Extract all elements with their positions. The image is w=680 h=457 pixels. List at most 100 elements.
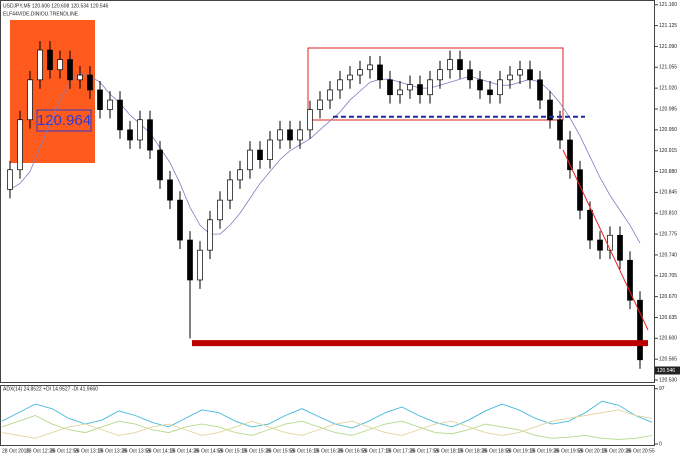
candle-body [637, 299, 643, 361]
candle-body [297, 129, 303, 141]
x-tick-label: 28 Oct 16:35 [314, 448, 343, 454]
x-tick-label: 28 Oct 19:35 [530, 448, 559, 454]
indicator-line [1, 409, 653, 439]
candle-body [227, 179, 233, 201]
x-tick-label: 28 Oct 12:55 [50, 448, 79, 454]
candle-body [237, 169, 243, 181]
candle-body [197, 249, 203, 281]
candle-body [487, 89, 493, 96]
candle-body [67, 59, 73, 81]
x-tick-label: 28 Oct 16:55 [338, 448, 367, 454]
candle-body [277, 129, 283, 141]
candle-body [617, 234, 623, 261]
sub-title: ADX(14) 24.8522 +DI 14.9527 -DI 41.9660 [3, 386, 98, 392]
candle-body [387, 79, 393, 96]
y-tick-label: 120.845 [659, 190, 677, 196]
candle-body [367, 64, 373, 71]
candle-body [357, 69, 363, 76]
candle-body [467, 69, 473, 81]
y-tick-label: 120.565 [659, 357, 677, 363]
y-tick-label: 120.915 [659, 148, 677, 154]
candle-body [537, 79, 543, 101]
y-tick-label: 120.880 [659, 169, 677, 175]
x-tick-label: 28 Oct 18:15 [434, 448, 463, 454]
y-tick-label: 121.125 [659, 23, 677, 29]
trend-line [562, 149, 649, 331]
candle-body [337, 79, 343, 91]
y-tick-label: 120.985 [659, 106, 677, 112]
candle-body [407, 84, 413, 91]
candle-body [157, 149, 163, 181]
y-tick-label: 121.020 [659, 85, 677, 91]
y-tick-label: 120.810 [659, 211, 677, 217]
candle-body [257, 149, 263, 160]
candle-body [307, 109, 313, 131]
x-tick-label: 28 Oct 14:35 [170, 448, 199, 454]
candle-body [377, 64, 383, 81]
candle-body [47, 49, 53, 71]
indicator-line [1, 400, 653, 429]
y-tick-label: 120.740 [659, 252, 677, 258]
candle-body [177, 199, 183, 241]
highlight-box [10, 20, 95, 163]
candle-body [477, 79, 483, 91]
y-tick-label: 97 [659, 386, 665, 392]
candle-body [37, 49, 43, 81]
candle-body [57, 59, 63, 71]
price-box [36, 109, 92, 132]
candle-body [217, 199, 223, 221]
candle-body [517, 69, 523, 76]
candle-body [447, 59, 453, 71]
candle-body [77, 74, 83, 81]
y-tick-label: 120.530 [659, 377, 677, 383]
sub-frame [0, 385, 655, 446]
range-box [307, 47, 564, 121]
candle-body [397, 89, 403, 96]
y-tick-label: 0 [659, 441, 662, 447]
candle-body [187, 239, 193, 281]
candle-body [347, 74, 353, 81]
x-tick-label: 28 Oct 13:35 [98, 448, 127, 454]
x-tick-label: 28 Oct 15:55 [266, 448, 295, 454]
x-tick-label: 28 Oct 13:55 [122, 448, 151, 454]
x-tick-label: 28 Oct 14:15 [146, 448, 175, 454]
candle-body [17, 119, 23, 171]
candle-body [417, 84, 423, 96]
x-tick-label: 28 Oct 18:55 [482, 448, 511, 454]
indicator-line [1, 415, 653, 440]
candle-body [577, 169, 583, 211]
x-tick-label: 28 Oct 14:55 [194, 448, 223, 454]
y-tick-label: 120.670 [659, 294, 677, 300]
candle-body [207, 219, 213, 251]
x-tick-label: 28 Oct 20:55 [626, 448, 655, 454]
x-tick-label: 28 Oct 12:35 [26, 448, 55, 454]
y-tick-label: 120.705 [659, 273, 677, 279]
y-tick-label: 121.055 [659, 65, 677, 71]
candle-body [507, 74, 513, 81]
y-tick-label: 121.090 [659, 44, 677, 50]
candle-body [607, 234, 613, 251]
x-tick-label: 28 Oct 15:35 [242, 448, 271, 454]
candle-body [627, 259, 633, 301]
x-tick-label: 28 Oct 17:15 [362, 448, 391, 454]
y-tick-label: 120.635 [659, 315, 677, 321]
candle-body [567, 139, 573, 171]
candle-body [137, 119, 143, 141]
x-tick-label: 28 Oct 19:55 [554, 448, 583, 454]
candle-body [107, 99, 113, 110]
candle-body [167, 179, 173, 201]
candle-body [147, 119, 153, 151]
x-tick-label: 28 Oct 20:35 [602, 448, 631, 454]
y-tick-label: 120.600 [659, 336, 677, 342]
x-tick-label: 28 Oct 17:35 [386, 448, 415, 454]
x-tick-label: 28 Oct 17:55 [410, 448, 439, 454]
x-tick-label: 28 Oct 15:15 [218, 448, 247, 454]
candle-body [557, 119, 563, 141]
candle-body [587, 209, 593, 241]
candle-body [457, 59, 463, 71]
candle-body [127, 129, 133, 141]
chart-subtitle: ELF44VIDE.DINIOU.TRENDLINE [3, 11, 79, 17]
main-frame [0, 0, 655, 383]
candle-body [317, 99, 323, 110]
